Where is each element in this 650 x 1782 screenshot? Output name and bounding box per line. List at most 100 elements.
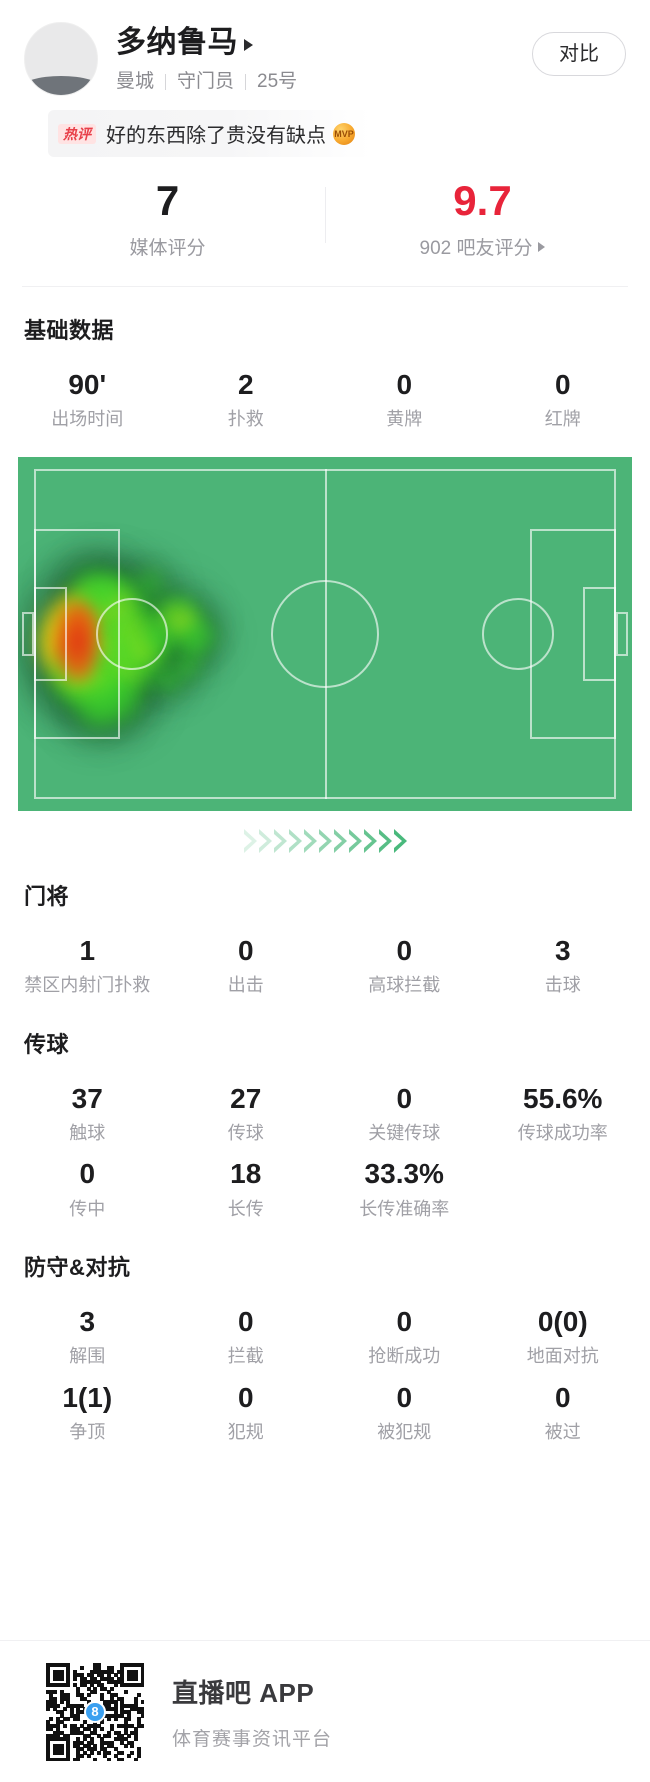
six-yard-box-left	[34, 586, 67, 681]
avatar-shoulders	[25, 76, 97, 95]
footer-app-subtitle: 体育赛事资讯平台	[172, 1728, 333, 1750]
stat-label: 被过	[544, 1422, 581, 1443]
stat-label: 黄牌	[386, 409, 423, 430]
shirt-number-label: 25号	[257, 71, 298, 92]
stat-cell: 90' 出场时间	[8, 359, 167, 435]
stat-value: 0	[396, 369, 413, 401]
chevron-right-icon	[244, 38, 253, 51]
chevron-right-icon	[273, 828, 287, 853]
stat-value: 55.6%	[523, 1082, 603, 1114]
footer-app-title: 直播吧 APP	[172, 1677, 315, 1708]
stat-value: 18	[230, 1158, 262, 1190]
compare-button[interactable]: 对比	[532, 32, 626, 76]
app-footer: 8 直播吧 APP 体育赛事资讯平台	[0, 1640, 650, 1782]
stat-label: 出击	[227, 975, 264, 996]
stat-cell: 0 高球拦截	[325, 925, 484, 1001]
footer-text: 直播吧 APP 体育赛事资讯平台	[172, 1673, 332, 1751]
stat-value: 0	[554, 1382, 571, 1413]
stat-value: 37	[71, 1082, 103, 1114]
stat-grid-basic: 90' 出场时间 2 扑救 0 黄牌 0 红牌	[0, 359, 650, 435]
stat-cell: 33.3% 长传准确率	[325, 1148, 484, 1224]
page-title: 多纳鲁马	[116, 26, 238, 59]
stat-cell: 0 抢断成功	[325, 1296, 484, 1372]
heatmap-blob	[73, 685, 122, 734]
stat-value: 3	[554, 934, 571, 966]
chevron-right-icon	[393, 828, 407, 853]
stat-value: 90'	[68, 369, 107, 401]
chevron-right-icon	[243, 828, 257, 853]
chevron-right-icon	[348, 828, 362, 853]
stat-cell: 0 红牌	[484, 359, 643, 435]
stat-cell: 0 被犯规	[325, 1372, 484, 1448]
stat-label: 长传准确率	[359, 1198, 450, 1219]
rating-fans-label-text: 902 吧友评分	[419, 238, 533, 260]
goal-left	[22, 611, 34, 656]
rating-media-value: 7	[155, 177, 180, 224]
stat-cell: 1(1) 争顶	[8, 1372, 167, 1448]
player-meta: 曼城 守门员 25号	[116, 71, 626, 94]
stat-cell: 3 解围	[8, 1296, 167, 1372]
stat-value: 0	[237, 934, 254, 966]
position-label: 守门员	[177, 71, 235, 92]
penalty-arc-right	[482, 597, 554, 670]
attack-direction-indicator	[18, 828, 632, 853]
stat-label: 禁区内射门扑救	[24, 975, 151, 996]
team-label: 曼城	[116, 71, 155, 92]
stat-value: 0	[396, 1306, 413, 1338]
stat-cell: 0 黄牌	[325, 359, 484, 435]
stat-value: 1	[79, 934, 96, 966]
chevron-right-icon	[363, 828, 377, 853]
heatmap-blob	[132, 566, 168, 603]
six-yard-box-right	[583, 586, 616, 681]
chevron-right-icon	[303, 828, 317, 853]
stat-value: 0	[396, 934, 413, 966]
stat-grid-passing: 37 触球 27 传球 0 关键传球 55.6% 传球成功率 0 传中 18 长…	[0, 1073, 650, 1225]
chevron-right-icon	[333, 828, 347, 853]
stat-label: 触球	[69, 1122, 106, 1143]
stat-cell: 0 出击	[167, 925, 326, 1001]
stat-cell: 27 传球	[167, 1073, 326, 1149]
stat-value: 0	[79, 1158, 96, 1190]
player-header: 多纳鲁马 曼城 守门员 25号 对比	[0, 0, 650, 96]
stat-label: 红牌	[544, 409, 581, 430]
stat-value: 0	[237, 1306, 254, 1338]
stat-label: 关键传球	[368, 1122, 441, 1143]
stat-value: 27	[230, 1082, 262, 1114]
rating-media-label: 媒体评分	[10, 233, 325, 260]
section-title-defense: 防守&对抗	[24, 1255, 131, 1281]
stat-label: 长传	[227, 1198, 264, 1219]
chevron-right-icon	[378, 828, 392, 853]
stat-label: 被犯规	[377, 1422, 432, 1443]
rating-fans[interactable]: 9.7 902 吧友评分	[325, 178, 640, 260]
stat-grid-goalkeeper: 1 禁区内射门扑救 0 出击 0 高球拦截 3 击球	[0, 925, 650, 1001]
heatmap-blob	[152, 663, 185, 696]
player-identity: 多纳鲁马 曼城 守门员 25号	[116, 22, 626, 94]
player-name-row[interactable]: 多纳鲁马	[116, 26, 626, 59]
stat-value: 33.3%	[364, 1158, 444, 1190]
heatmap-container	[18, 456, 632, 853]
pitch-heatmap	[18, 456, 632, 811]
stat-label: 传球	[227, 1122, 264, 1143]
qr-logo-icon: 8	[84, 1700, 106, 1723]
goal-right	[616, 611, 628, 656]
hot-comment-banner[interactable]: 热评 好的东西除了贵没有缺点 MVP	[48, 110, 371, 157]
stat-cell: 55.6% 传球成功率	[484, 1073, 643, 1149]
stat-cell-empty	[484, 1148, 643, 1224]
stat-value: 0	[396, 1082, 413, 1114]
chevron-right-icon	[318, 828, 332, 853]
stat-cell: 18 长传	[167, 1148, 326, 1224]
avatar[interactable]	[24, 22, 98, 96]
stat-label: 争顶	[69, 1422, 106, 1443]
stat-value: 2	[237, 369, 254, 401]
stat-cell: 1 禁区内射门扑救	[8, 925, 167, 1001]
section-title-passing: 传球	[24, 1031, 70, 1057]
hot-comment-badge: 热评	[58, 123, 96, 144]
chevron-right-icon	[538, 241, 546, 252]
stat-label: 犯规	[227, 1422, 264, 1443]
center-circle	[271, 579, 379, 688]
hot-comment-text: 好的东西除了贵没有缺点	[106, 125, 326, 147]
rating-media-label-text: 媒体评分	[129, 238, 206, 260]
qr-code[interactable]: 8	[46, 1662, 144, 1761]
rating-media: 7 媒体评分	[10, 177, 325, 260]
